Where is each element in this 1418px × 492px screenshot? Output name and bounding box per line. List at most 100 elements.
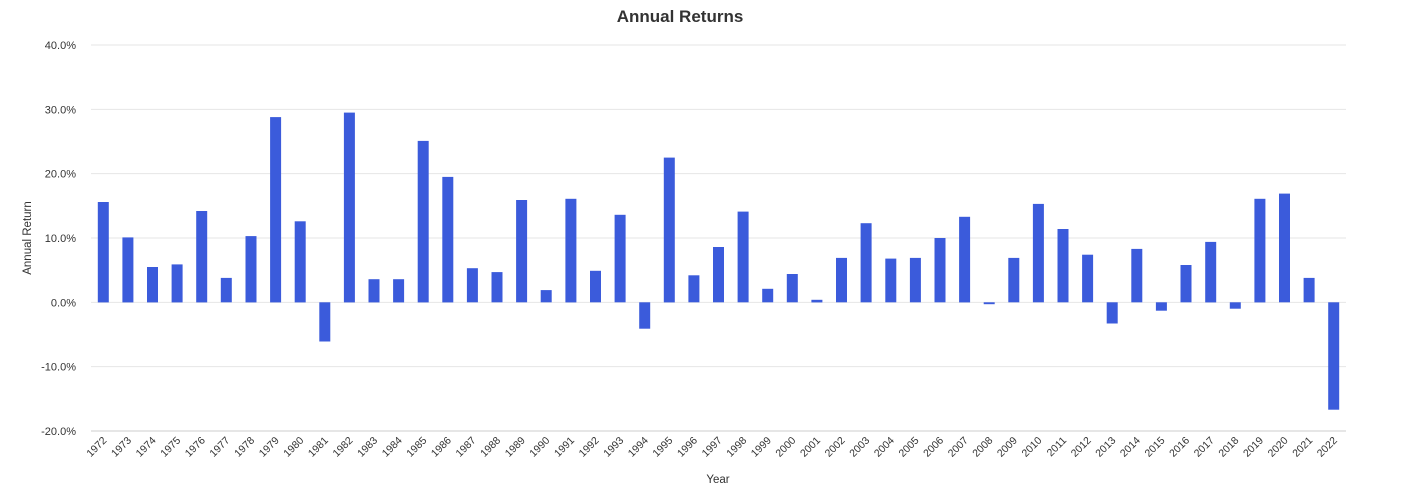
x-tick-label: 1986 (429, 435, 454, 460)
bar-1973 (122, 237, 134, 303)
x-tick-label: 1988 (478, 435, 503, 460)
bar-1996 (688, 275, 700, 303)
bar-2005 (909, 257, 921, 303)
x-tick-label: 2013 (1093, 435, 1118, 460)
x-tick-label: 1980 (281, 435, 306, 460)
bar-2006 (934, 238, 946, 303)
x-tick-label: 1983 (355, 435, 380, 460)
bar-1978 (245, 236, 257, 303)
x-tick-label: 2007 (946, 435, 971, 460)
x-tick-label: 2020 (1266, 435, 1291, 460)
bar-1994 (639, 302, 651, 329)
bar-1975 (171, 264, 183, 303)
x-tick-label: 2014 (1118, 435, 1143, 460)
y-tick-label: 40.0% (45, 40, 76, 52)
y-tick-label: 30.0% (45, 104, 76, 116)
x-tick-label: 1998 (724, 435, 749, 460)
bar-1983 (368, 279, 380, 303)
bar-1980 (294, 221, 306, 303)
bar-2012 (1082, 254, 1094, 303)
bar-2000 (786, 274, 798, 303)
x-tick-label: 1979 (257, 435, 282, 460)
x-tick-label: 2022 (1315, 435, 1340, 460)
x-tick-label: 1976 (183, 435, 208, 460)
bar-2021 (1303, 277, 1315, 303)
x-tick-label: 1982 (331, 435, 356, 460)
x-tick-label: 2019 (1241, 435, 1266, 460)
bar-1988 (491, 272, 503, 303)
x-tick-label: 2008 (970, 435, 995, 460)
x-axis-label: Year (706, 474, 729, 486)
x-tick-label: 1985 (404, 435, 429, 460)
x-tick-label: 1996 (675, 435, 700, 460)
bar-2013 (1106, 302, 1118, 324)
x-tick-label: 1978 (232, 435, 257, 460)
x-tick-label: 2005 (897, 435, 922, 460)
bar-1974 (147, 267, 158, 303)
bar-2017 (1205, 241, 1217, 303)
bar-2020 (1279, 193, 1290, 303)
x-tick-label: 2009 (995, 435, 1020, 460)
bar-1991 (565, 198, 577, 303)
x-tick-label: 2017 (1192, 435, 1217, 460)
bar-2022 (1328, 302, 1340, 410)
x-tick-label: 2012 (1069, 435, 1094, 460)
x-tick-label: 1984 (380, 435, 405, 460)
x-tick-label: 1981 (306, 435, 331, 460)
x-tick-label: 2021 (1290, 435, 1315, 460)
x-tick-label: 1997 (700, 435, 725, 460)
bar-2009 (1008, 257, 1020, 303)
y-tick-label: -10.0% (41, 362, 76, 374)
bar-1989 (516, 200, 528, 303)
bar-1987 (466, 268, 478, 303)
x-tick-label: 1977 (207, 435, 232, 460)
x-tick-label: 1993 (601, 435, 626, 460)
x-tick-label: 2003 (847, 435, 872, 460)
bar-1977 (220, 277, 232, 303)
bar-1979 (270, 117, 282, 303)
bar-2015 (1155, 302, 1167, 311)
bar-1997 (713, 247, 724, 303)
bar-1999 (762, 288, 774, 303)
bar-2008 (983, 302, 995, 305)
x-tick-label: 2010 (1020, 435, 1045, 460)
x-axis-tick-labels: 1972 1973 1974 1975 1976 1977 1978 1979 1980 1981… (84, 435, 1340, 460)
x-tick-label: 2002 (823, 435, 848, 460)
bar-2007 (959, 216, 971, 303)
x-tick-label: 1974 (134, 435, 159, 460)
chart-title: Annual Returns (617, 7, 744, 26)
bar-2004 (885, 258, 897, 303)
bar-2003 (860, 223, 872, 303)
bar-2019 (1254, 198, 1266, 303)
x-tick-label: 1987 (454, 435, 479, 460)
bar-2001 (811, 299, 823, 303)
x-tick-label: 1994 (626, 435, 651, 460)
bar-1985 (417, 140, 429, 303)
bar-1982 (343, 112, 355, 303)
bar-1972 (97, 202, 109, 303)
bars (97, 112, 1340, 410)
x-tick-label: 2016 (1167, 435, 1192, 460)
y-tick-label: 20.0% (45, 169, 76, 181)
x-tick-label: 1991 (552, 435, 577, 460)
bar-1998 (737, 211, 749, 303)
y-axis-label: Annual Return (22, 201, 34, 275)
bar-1986 (442, 176, 454, 303)
bar-1981 (319, 302, 331, 342)
bar-2016 (1180, 265, 1192, 303)
x-tick-label: 1990 (527, 435, 552, 460)
bar-2002 (836, 257, 847, 303)
x-tick-label: 1995 (650, 435, 675, 460)
y-tick-label: 10.0% (45, 233, 76, 245)
x-tick-label: 1992 (577, 435, 602, 460)
bar-1976 (196, 211, 208, 303)
x-tick-label: 1972 (84, 435, 109, 460)
x-tick-label: 2001 (798, 435, 823, 460)
bar-2014 (1131, 248, 1143, 303)
bar-2010 (1032, 203, 1044, 303)
y-tick-label: -20.0% (41, 426, 76, 438)
x-tick-label: 2006 (921, 435, 946, 460)
x-tick-label: 1975 (158, 435, 183, 460)
bar-1990 (540, 290, 552, 303)
x-tick-label: 1973 (109, 435, 134, 460)
